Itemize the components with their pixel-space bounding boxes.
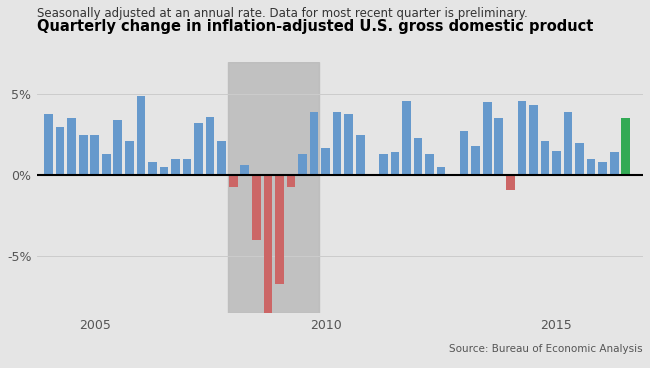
Bar bbox=[575, 143, 584, 175]
Bar bbox=[263, 175, 272, 320]
Bar bbox=[206, 117, 215, 175]
Bar bbox=[229, 175, 238, 187]
Bar bbox=[252, 175, 261, 240]
Bar bbox=[448, 174, 457, 175]
Bar bbox=[44, 114, 53, 175]
Bar bbox=[564, 112, 573, 175]
Bar bbox=[136, 96, 145, 175]
Bar bbox=[471, 146, 480, 175]
Bar bbox=[402, 100, 411, 175]
Bar bbox=[79, 135, 88, 175]
Bar bbox=[310, 112, 318, 175]
Bar bbox=[114, 120, 122, 175]
Bar bbox=[56, 127, 64, 175]
Bar bbox=[541, 141, 549, 175]
Bar bbox=[333, 112, 341, 175]
Text: Seasonally adjusted at an annual rate. Data for most recent quarter is prelimina: Seasonally adjusted at an annual rate. D… bbox=[37, 7, 528, 20]
Bar bbox=[68, 118, 76, 175]
Bar bbox=[379, 154, 387, 175]
Bar bbox=[610, 152, 619, 175]
Bar bbox=[183, 159, 191, 175]
Bar bbox=[217, 141, 226, 175]
Bar bbox=[413, 138, 423, 175]
Bar bbox=[517, 100, 526, 175]
Bar bbox=[506, 175, 515, 190]
Bar bbox=[194, 123, 203, 175]
Bar bbox=[495, 118, 503, 175]
Bar bbox=[298, 154, 307, 175]
Bar bbox=[425, 154, 434, 175]
Bar bbox=[287, 175, 295, 187]
Bar bbox=[460, 131, 469, 175]
Bar bbox=[391, 152, 399, 175]
Bar bbox=[228, 61, 319, 313]
Bar bbox=[160, 167, 168, 175]
Bar bbox=[598, 162, 607, 175]
Title: Quarterly change in inflation-adjusted U.S. gross domestic product: Quarterly change in inflation-adjusted U… bbox=[37, 19, 593, 34]
Bar bbox=[367, 174, 376, 175]
Bar bbox=[621, 118, 630, 175]
Text: Source: Bureau of Economic Analysis: Source: Bureau of Economic Analysis bbox=[449, 344, 643, 354]
Bar bbox=[529, 105, 538, 175]
Bar bbox=[148, 162, 157, 175]
Bar bbox=[102, 154, 110, 175]
Bar bbox=[356, 135, 365, 175]
Bar bbox=[90, 135, 99, 175]
Bar bbox=[552, 151, 561, 175]
Bar bbox=[171, 159, 180, 175]
Bar bbox=[275, 175, 284, 284]
Bar bbox=[321, 148, 330, 175]
Bar bbox=[125, 141, 134, 175]
Bar bbox=[344, 114, 353, 175]
Bar bbox=[240, 166, 249, 175]
Bar bbox=[437, 167, 445, 175]
Bar bbox=[587, 159, 595, 175]
Bar bbox=[483, 102, 491, 175]
